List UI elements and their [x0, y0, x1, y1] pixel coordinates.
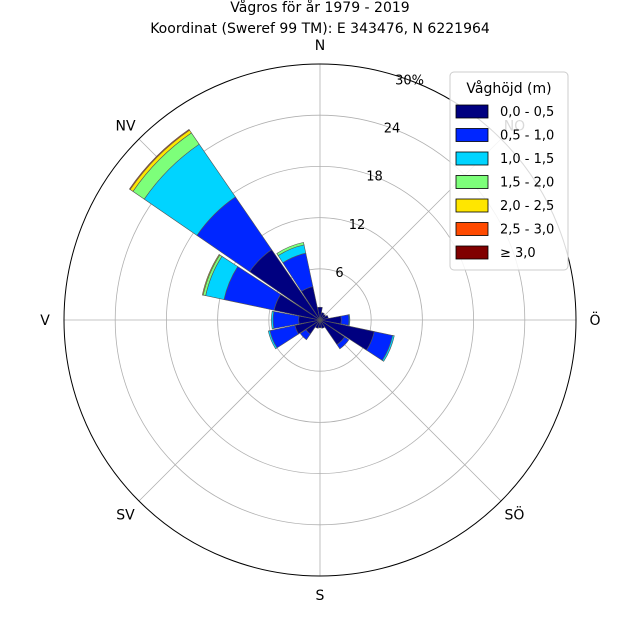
radial-tick-label: 18: [366, 170, 383, 185]
outer-ring: [63, 63, 577, 577]
grid-spoke: [319, 319, 502, 502]
radial-tick-label: 6: [335, 266, 343, 281]
legend-box: [449, 71, 569, 271]
direction-label: N: [315, 38, 325, 54]
chart-subtitle: Koordinat (Sweref 99 TM): E 343476, N 62…: [150, 21, 490, 37]
rose-segment: [267, 330, 278, 350]
direction-label: V: [40, 313, 50, 329]
legend-label: 1,0 - 1,5: [500, 152, 554, 167]
legend-swatch: [455, 198, 489, 213]
legend-swatch: [455, 245, 489, 260]
direction-label: SV: [116, 507, 135, 523]
rose-segment: [340, 314, 350, 326]
legend-label: 2,5 - 3,0: [500, 223, 554, 238]
rose-segment: [271, 310, 275, 330]
grid-spoke: [138, 319, 321, 502]
chart-title: Vågros för år 1979 - 2019: [230, 0, 409, 16]
legend-label: ≥ 3,0: [500, 246, 536, 261]
legend-title: Våghöjd (m): [466, 80, 551, 97]
legend-items: 0,0 - 0,5 0,5 - 1,0 1,0 - 1,5 1,5 - 2,0 2,0 …: [455, 104, 554, 261]
rose-segment: [319, 319, 326, 329]
radial-tick-label: 12: [349, 218, 366, 233]
rose-segment: [336, 336, 350, 350]
legend-swatch: [455, 128, 489, 142]
rose-segment: [201, 254, 221, 296]
legend-label: 0,0 - 0,5: [500, 105, 554, 120]
rose-segment: [276, 242, 305, 257]
radial-tick-label: 30%: [395, 73, 424, 88]
rose-segment: [317, 306, 323, 321]
rose-segment: [129, 129, 190, 190]
legend-swatch: [455, 175, 489, 189]
rose-segment: [348, 314, 351, 326]
legend-swatch: [455, 222, 489, 236]
legend-label: 0,5 - 1,0: [500, 129, 554, 144]
direction-label: NV: [116, 119, 136, 135]
radial-tick-label: 24: [384, 122, 401, 137]
legend-label: 1,5 - 2,0: [500, 176, 554, 191]
rose-segment: [381, 335, 395, 362]
legend-label: 2,0 - 2,5: [500, 199, 554, 214]
direction-label: SÖ: [505, 505, 525, 523]
direction-label: S: [316, 588, 325, 604]
legend-swatch: [455, 151, 489, 166]
rose-segment: [299, 329, 311, 341]
legend: Våghöjd (m) 0,0 - 0,5 0,5 - 1,0 1,0 - 1,5 1…: [449, 71, 569, 271]
direction-label: Ö: [589, 311, 600, 329]
rose-sectors: [129, 129, 395, 362]
legend-swatch: [455, 104, 489, 119]
